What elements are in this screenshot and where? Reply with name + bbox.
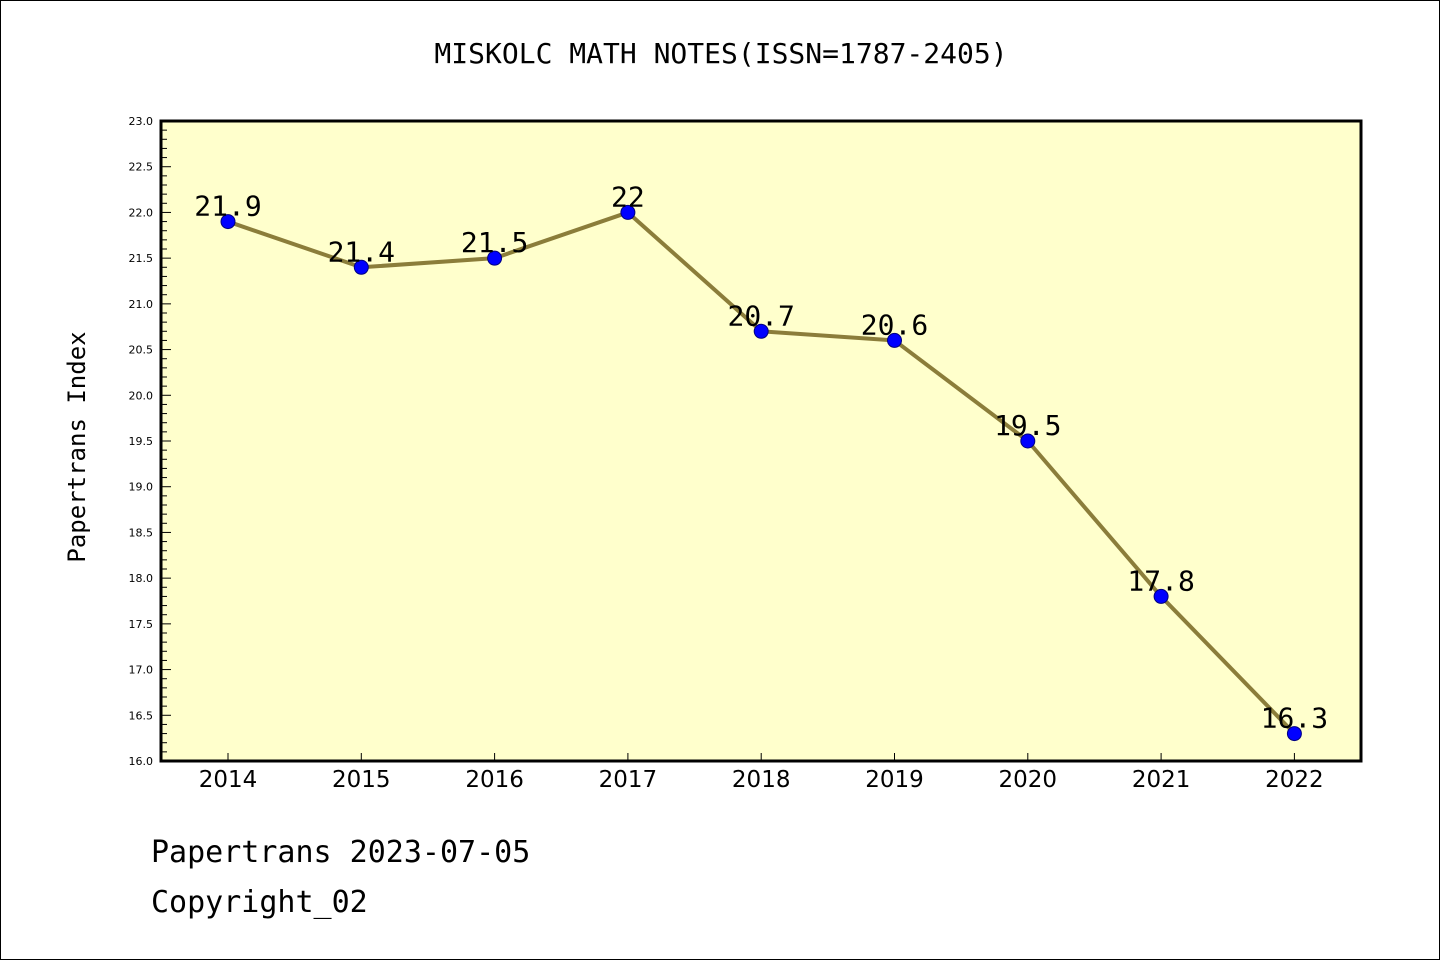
footer-copyright: Copyright_02 (151, 885, 368, 920)
y-tick-label: 16.0 (129, 755, 154, 768)
x-tick-label: 2019 (865, 767, 924, 793)
x-tick-label: 2022 (1265, 767, 1324, 793)
data-point (220, 214, 236, 230)
y-tick-label: 16.5 (129, 709, 154, 722)
y-tick-label: 19.5 (129, 435, 154, 448)
data-point (1153, 588, 1169, 604)
x-tick-label: 2016 (465, 767, 524, 793)
x-tick-label: 2018 (732, 767, 791, 793)
data-label: 20.7 (727, 299, 794, 332)
y-tick-label: 17.5 (129, 618, 154, 631)
data-label: 21.4 (328, 235, 395, 268)
x-tick-label: 2021 (1132, 767, 1191, 793)
data-label: 22 (611, 180, 645, 213)
y-tick-label: 21.5 (129, 252, 154, 265)
chart-title: MISKOLC MATH NOTES(ISSN=1787-2405) (434, 37, 1008, 70)
plot-area (159, 119, 1363, 763)
x-tick-label: 2020 (999, 767, 1058, 793)
y-axis-ticks: 16.0 16.5 17.0 17.5 18.0 18.5 19.0 19.5 20.0 20.5… (129, 115, 171, 768)
y-tick-label: 18.0 (129, 572, 154, 585)
data-label: 20.6 (861, 308, 928, 341)
x-tick-label: 2017 (599, 767, 658, 793)
data-label: 21.5 (461, 226, 528, 259)
y-tick-label: 20.0 (129, 389, 154, 402)
data-label: 17.8 (1127, 564, 1194, 597)
data-labels-layer: 21.9 21.4 21.5 22 20.7 20.6 19.5 17.8 16.3 (194, 180, 1328, 734)
data-label: 21.9 (194, 190, 261, 223)
data-point (1286, 726, 1302, 742)
data-point (620, 204, 636, 220)
y-tick-label: 22.0 (129, 206, 154, 219)
x-axis-ticks: 2014 2015 2016 2017 2018 2019 2020 2021 2022 (199, 753, 1324, 793)
y-tick-label: 22.5 (129, 161, 154, 174)
x-tick-label: 2015 (332, 767, 391, 793)
y-tick-label: 19.0 (129, 481, 154, 494)
y-tick-label: 21.0 (129, 298, 154, 311)
data-point (1020, 433, 1036, 449)
series-layer (220, 204, 1302, 742)
data-label: 19.5 (994, 409, 1061, 442)
x-tick-label: 2014 (199, 767, 258, 793)
y-tick-label: 20.5 (129, 344, 154, 357)
y-tick-label: 18.5 (129, 526, 154, 539)
data-point (487, 250, 503, 266)
data-point (353, 259, 369, 275)
data-label: 16.3 (1261, 702, 1328, 735)
data-point (887, 332, 902, 348)
y-tick-label: 17.0 (129, 664, 154, 677)
y-tick-label: 23.0 (129, 115, 154, 128)
data-point (753, 323, 769, 339)
footer-date: Papertrans 2023-07-05 (151, 835, 531, 870)
